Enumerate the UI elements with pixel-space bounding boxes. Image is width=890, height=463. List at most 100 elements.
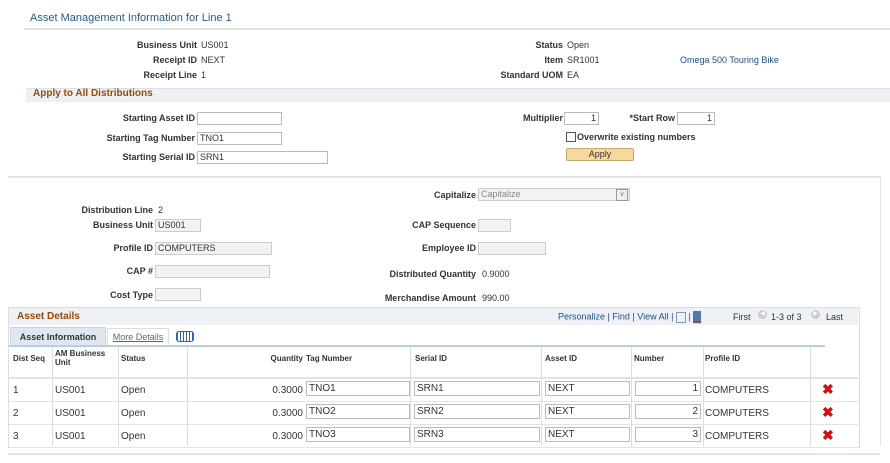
chevron-down-icon: ∨ [616, 189, 628, 201]
multiplier-input[interactable]: 1 [564, 112, 599, 125]
profile-id-label: Profile ID [113, 243, 153, 253]
business-unit-cell: US001 [55, 385, 86, 396]
starting-tag-number-input[interactable]: TNO1 [197, 132, 282, 145]
show-all-columns-icon[interactable] [176, 331, 194, 342]
employee-id-input[interactable] [478, 242, 546, 255]
download-excel-icon[interactable] [693, 311, 702, 323]
right-border [880, 176, 881, 446]
business-unit-label: Business Unit [136, 40, 197, 50]
tab-underline [9, 345, 825, 347]
status-cell: Open [121, 408, 146, 419]
personalize-link[interactable]: Personalize [558, 311, 606, 322]
zoom-grid-icon[interactable] [675, 311, 686, 323]
dist-seq-cell: 2 [13, 408, 19, 419]
number-input[interactable]: 1 [635, 381, 701, 396]
tag-number-input[interactable]: TNO3 [306, 427, 410, 442]
starting-asset-id-input[interactable] [197, 112, 282, 125]
cost-type-label: Cost Type [110, 290, 153, 300]
profile-id-cell: COMPUTERS [705, 385, 769, 396]
find-link[interactable]: Find [612, 311, 630, 322]
column-header-asset-id[interactable]: Asset ID [545, 354, 578, 363]
dist-business-unit-input[interactable]: US001 [155, 219, 201, 232]
capitalize-value: Capitalize [481, 189, 521, 199]
column-header-quantity[interactable]: Quantity [270, 354, 303, 363]
page-title: Asset Management Information for Line 1 [30, 12, 232, 24]
grid-title: Asset Details [17, 311, 80, 322]
profile-id-input[interactable]: COMPUTERS [155, 242, 272, 255]
distribution-line-value: 2 [158, 205, 164, 215]
column-header-dist-seq[interactable]: Dist Seq [13, 354, 46, 363]
profile-id-cell: COMPUTERS [705, 431, 769, 442]
tab-asset-information[interactable]: Asset Information [10, 327, 106, 346]
tab-more-details[interactable]: More Details [107, 328, 169, 346]
overwrite-checkbox[interactable] [566, 132, 576, 142]
next-icon[interactable]: ▶ [811, 310, 820, 319]
cost-type-input[interactable] [155, 288, 201, 301]
column-header-number[interactable]: Number [634, 354, 665, 363]
starting-serial-id-input[interactable]: SRN1 [197, 151, 328, 164]
delete-row-icon[interactable]: ✖ [822, 404, 834, 420]
column-header-status[interactable]: Status [121, 354, 146, 363]
uom-value: EA [567, 70, 580, 80]
serial-id-input[interactable]: SRN3 [414, 427, 540, 442]
delete-row-icon[interactable]: ✖ [822, 427, 834, 443]
item-value: SR1001 [567, 55, 600, 65]
tag-number-input[interactable]: TNO2 [306, 404, 410, 419]
receipt-line-label: Receipt Line [143, 70, 197, 80]
column-header-am-business-unit[interactable]: AM Business Unit [55, 349, 106, 367]
quantity-cell: 0.3000 [272, 431, 303, 442]
last-link[interactable]: Last [826, 312, 844, 322]
delete-row-icon[interactable]: ✖ [822, 381, 834, 397]
view-all-link[interactable]: View All [637, 311, 669, 322]
column-divider [703, 347, 704, 446]
asset-id-input[interactable]: NEXT [545, 427, 630, 442]
serial-id-input[interactable]: SRN2 [414, 404, 540, 419]
status-label: Status [535, 40, 563, 50]
capitalize-select[interactable]: Capitalize ∨ [478, 188, 630, 201]
distributed-quantity-label: Distributed Quantity [389, 269, 476, 279]
apply-button[interactable]: Apply [566, 148, 634, 161]
column-divider [118, 347, 119, 446]
column-header-tag-number[interactable]: Tag Number [306, 354, 353, 363]
dist-seq-cell: 1 [13, 385, 19, 396]
profile-id-cell: COMPUTERS [705, 408, 769, 419]
cap-number-label: CAP # [126, 266, 153, 276]
serial-id-input[interactable]: SRN1 [414, 381, 540, 396]
business-unit-cell: US001 [55, 431, 86, 442]
table-row [9, 402, 858, 425]
tag-number-input[interactable]: TNO1 [306, 381, 410, 396]
cap-number-input[interactable] [155, 265, 270, 278]
header-divider [9, 377, 858, 379]
distributed-quantity-value: 0.9000 [482, 269, 510, 279]
column-divider [52, 347, 53, 446]
start-row-input[interactable]: 1 [677, 112, 715, 125]
column-divider [810, 347, 811, 446]
asset-id-input[interactable]: NEXT [545, 381, 630, 396]
number-input[interactable]: 3 [635, 427, 701, 442]
status-cell: Open [121, 385, 146, 396]
merchandise-amount-value: 990.00 [482, 293, 510, 303]
quantity-cell: 0.3000 [272, 385, 303, 396]
column-divider [410, 347, 411, 446]
cap-sequence-label: CAP Sequence [412, 220, 476, 230]
apply-section-header [26, 88, 890, 102]
multiplier-label: Multiplier [523, 113, 563, 123]
capitalize-label: Capitalize [433, 190, 476, 200]
uom-label: Standard UOM [500, 70, 563, 80]
column-header-profile-id[interactable]: Profile ID [705, 354, 741, 363]
column-divider [541, 347, 542, 446]
quantity-cell: 0.3000 [272, 408, 303, 419]
previous-icon[interactable]: ◀ [758, 310, 767, 319]
item-description-link[interactable]: Omega 500 Touring Bike [680, 55, 779, 65]
starting-tag-number-label: Starting Tag Number [106, 133, 195, 143]
cap-sequence-input[interactable] [478, 219, 511, 232]
column-header-serial-id[interactable]: Serial ID [415, 354, 448, 363]
asset-id-input[interactable]: NEXT [545, 404, 630, 419]
dist-business-unit-label: Business Unit [92, 220, 153, 230]
status-value: Open [567, 40, 590, 50]
starting-asset-id-label: Starting Asset ID [122, 113, 195, 123]
status-cell: Open [121, 431, 146, 442]
number-input[interactable]: 2 [635, 404, 701, 419]
title-divider [24, 28, 890, 30]
first-link[interactable]: First [733, 312, 751, 322]
